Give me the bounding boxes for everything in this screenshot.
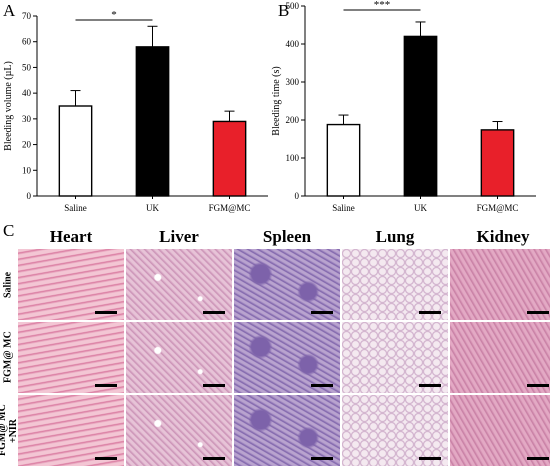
chart-a-bar-fgmmc [212, 120, 247, 197]
histology-grid: Heart Liver Spleen Lung Kidney Saline FGM@ MC F… [0, 227, 550, 467]
chart-a-ylabel: Bleeding volume (µL) [3, 61, 14, 151]
scale-bar [419, 311, 441, 314]
column-header-heart: Heart [49, 227, 93, 246]
histology-image-lung-row-0 [342, 249, 448, 320]
histology-image-kidney-row-2 [450, 395, 550, 466]
chart-a-ytick-label: 50 [22, 62, 32, 72]
chart-a-ytick-label: 60 [22, 37, 32, 47]
chart-b-ylabel: Bleeding time (s) [271, 66, 282, 135]
column-header-kidney: Kidney [476, 227, 530, 246]
histology-image-kidney-row-0 [450, 249, 550, 320]
scale-bar [203, 457, 225, 460]
histology-image-heart-row-2 [18, 395, 124, 466]
column-header-lung: Lung [375, 227, 415, 246]
scale-bar [419, 457, 441, 460]
chart-b-xtick-label: Saline [332, 203, 355, 213]
scale-bar [311, 384, 333, 387]
chart-b-bar-fgmmc [480, 129, 515, 197]
scale-bar [527, 311, 549, 314]
histology-image-heart-row-1 [18, 322, 124, 393]
histology-image-spleen-row-2 [234, 395, 340, 466]
chart-b-bar-uk [403, 35, 438, 197]
chart-b-ytick-label: 500 [286, 1, 300, 11]
chart-b-xtick-label: FGM@MC [477, 203, 519, 213]
histology-image-liver-row-2 [126, 395, 232, 466]
scale-bar [311, 311, 333, 314]
panel-label-b: B [278, 1, 290, 20]
chart-a-ytick-label: 70 [22, 11, 32, 21]
row-label-1: FGM@ MC [2, 331, 14, 384]
scale-bar [203, 311, 225, 314]
chart-b-ytick-label: 100 [286, 153, 300, 163]
chart-b-ytick-label: 400 [286, 39, 300, 49]
row-label-2: FGM@ MC +NIR [0, 404, 19, 457]
chart-b-ytick-label: 300 [286, 77, 300, 87]
histology-image-liver-row-0 [126, 249, 232, 320]
scale-bar [311, 457, 333, 460]
scale-bar [95, 311, 117, 314]
chart-a-ytick-label: 20 [22, 140, 32, 150]
chart-a-significance-marker: * [111, 9, 117, 21]
scale-bar [95, 384, 117, 387]
scale-bar [95, 457, 117, 460]
panel-label-c: C [3, 221, 15, 240]
chart-a-ytick-label: 0 [27, 191, 32, 201]
chart-a-bar-uk [135, 46, 170, 197]
histology-image-lung-row-2 [342, 395, 448, 466]
bar-charts: 0 10 20 30 40 50 60 70 Bleeding volume (µL) Salin… [3, 0, 536, 213]
scale-bar [527, 457, 549, 460]
chart-a-ytick-label: 40 [22, 88, 32, 98]
scale-bar [527, 384, 549, 387]
chart-b-xtick-label: UK [414, 203, 427, 213]
column-header-liver: Liver [159, 227, 199, 246]
chart-b-ytick-label: 0 [295, 191, 300, 201]
column-header-spleen: Spleen [262, 227, 312, 246]
chart-a-xtick-label: Saline [64, 203, 87, 213]
chart-b-ytick-label: 200 [286, 115, 300, 125]
histology-image-lung-row-1 [342, 322, 448, 393]
histology-image-spleen-row-1 [234, 322, 340, 393]
chart-a-ytick-label: 10 [22, 165, 32, 175]
histology-image-liver-row-1 [126, 322, 232, 393]
panel-label-a: A [3, 1, 16, 20]
histology-image-kidney-row-1 [450, 322, 550, 393]
scale-bar [203, 384, 225, 387]
chart-b-bar-saline [326, 123, 361, 197]
chart-a-bar-saline [58, 105, 93, 197]
chart-a-xtick-label: UK [146, 203, 159, 213]
chart-b-significance-marker: *** [374, 0, 391, 11]
chart-a-ytick-label: 30 [22, 114, 32, 124]
row-label-0: Saline [2, 271, 14, 298]
scale-bar [419, 384, 441, 387]
histology-image-heart-row-0 [18, 249, 124, 320]
chart-a-xtick-label: FGM@MC [209, 203, 251, 213]
histology-image-spleen-row-0 [234, 249, 340, 320]
